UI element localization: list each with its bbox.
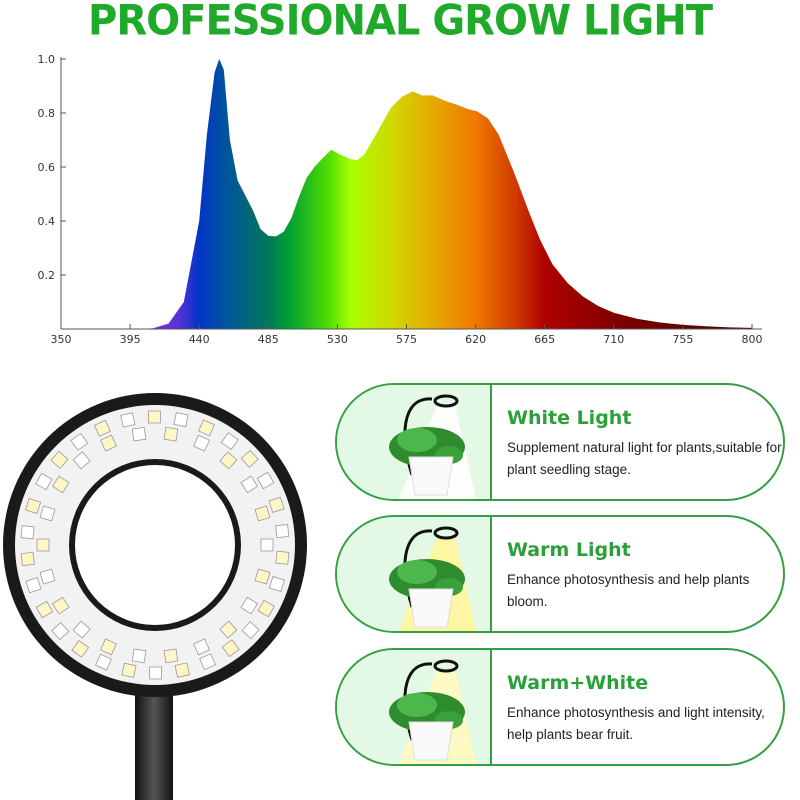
led-chip: [254, 505, 271, 522]
led-chip: [20, 551, 35, 567]
led-chip: [193, 638, 211, 656]
led-chip: [120, 412, 136, 428]
y-tick-label: 1.0: [38, 53, 56, 66]
x-tick-label: 800: [742, 333, 763, 346]
page-title: PROFESSIONAL GROW LIGHT: [88, 0, 713, 46]
led-chip: [275, 523, 290, 539]
led-chip: [149, 666, 163, 680]
mode-description: Supplement natural light for plants,suit…: [507, 440, 782, 477]
led-chip: [219, 451, 238, 470]
led-chip: [50, 450, 69, 469]
led-chip: [70, 432, 89, 451]
led-chip: [95, 653, 112, 671]
led-chip: [93, 419, 111, 437]
mode-title: Warm+White: [507, 672, 649, 694]
y-tick-label: 0.4: [38, 215, 56, 228]
led-chip: [260, 538, 274, 552]
y-tick-label: 0.6: [38, 161, 56, 174]
led-chip: [173, 412, 189, 428]
spectrum-chart: 350 395 440 485 530 575 620 665 710 755 800 0.2 0.4 0…: [38, 53, 763, 346]
led-chip: [275, 550, 290, 565]
mode-card: Warm+White Enhance photosynthesis and li…: [335, 648, 785, 766]
led-chip: [221, 639, 240, 658]
led-chip: [35, 600, 54, 619]
led-chip: [20, 525, 35, 540]
led-chip: [147, 410, 161, 424]
led-chip: [35, 472, 53, 491]
led-chip: [240, 596, 259, 615]
led-chip: [51, 475, 70, 494]
mode-description: Enhance photosynthesis and help plants b…: [507, 572, 750, 609]
led-chip: [199, 653, 217, 671]
led-chip: [51, 596, 70, 615]
led-chip: [51, 622, 70, 641]
y-tick-label: 0.2: [38, 269, 56, 282]
led-chip: [131, 426, 147, 442]
led-chip: [174, 662, 190, 678]
ring-lamp-image: [3, 393, 307, 800]
plant-lamp-image: [337, 517, 492, 631]
led-chip: [163, 648, 179, 664]
led-chip: [131, 648, 147, 664]
x-tick-label: 575: [396, 333, 417, 346]
x-tick-label: 530: [327, 333, 348, 346]
led-chip: [25, 577, 42, 594]
ring-hole: [75, 465, 235, 625]
led-chip: [121, 662, 137, 678]
led-chip: [36, 538, 50, 552]
led-chip: [193, 434, 211, 452]
led-chip: [99, 638, 117, 656]
plant-lamp-image: [337, 650, 492, 764]
led-chip: [240, 475, 259, 494]
mode-title: Warm Light: [507, 539, 631, 561]
led-chip: [240, 449, 259, 468]
led-chip: [256, 471, 275, 490]
y-tick-label: 0.8: [38, 107, 56, 120]
plant-lamp-image: [337, 385, 492, 499]
led-chip: [257, 599, 275, 618]
led-chip: [39, 568, 56, 585]
x-tick-label: 620: [465, 333, 486, 346]
x-tick-label: 755: [672, 333, 693, 346]
led-chip: [268, 575, 285, 593]
x-tick-label: 440: [189, 333, 210, 346]
led-chip: [71, 639, 90, 658]
x-tick-label: 350: [51, 333, 72, 346]
led-chip: [220, 432, 239, 451]
led-chip: [198, 419, 215, 437]
mode-description: Enhance photosynthesis and light intensi…: [507, 705, 765, 742]
mode-card: White Light Supplement natural light for…: [335, 383, 785, 501]
spectrum-area: [61, 59, 752, 329]
led-chip: [39, 505, 56, 522]
led-chip: [163, 426, 179, 442]
led-chip: [254, 568, 271, 585]
x-tick-label: 665: [534, 333, 555, 346]
x-tick-label: 395: [120, 333, 141, 346]
led-chip: [241, 621, 260, 640]
led-chip: [99, 434, 117, 452]
led-chip: [72, 451, 91, 470]
x-tick-label: 485: [258, 333, 279, 346]
mode-title: White Light: [507, 407, 632, 429]
led-chip: [72, 620, 91, 639]
led-chip: [268, 496, 285, 513]
led-chip: [25, 497, 42, 515]
x-tick-label: 710: [603, 333, 624, 346]
led-chip: [219, 620, 238, 639]
mode-card: Warm Light Enhance photosynthesis and he…: [335, 515, 785, 633]
